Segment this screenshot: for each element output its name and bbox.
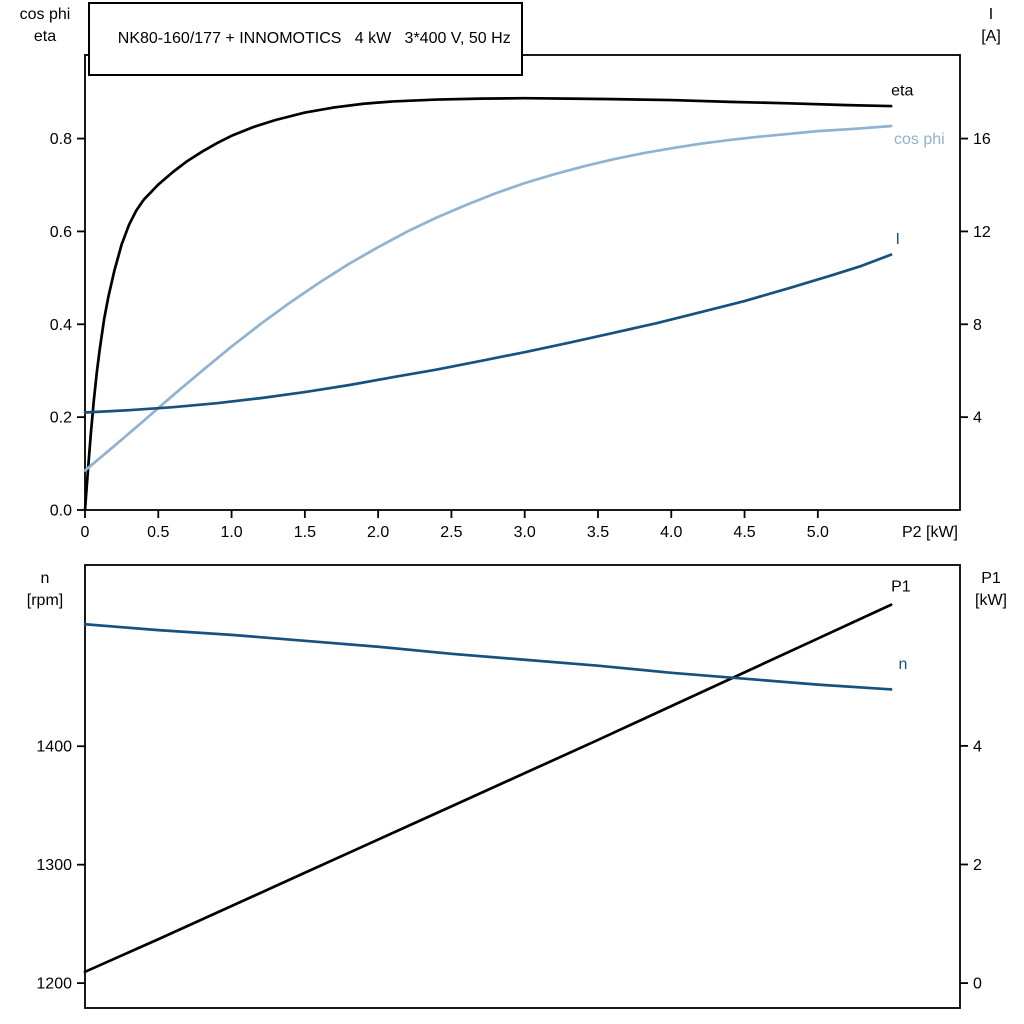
electrical-panel: 0 0.5 1.0 1.5 2.0 2.5 3.0 3.5 4.0 4.5 5.0 P2 [kW] 0.…: [50, 54, 991, 541]
speed-curve: [83, 622, 893, 691]
axis-title-input-power-unit: [kW]: [975, 592, 1007, 609]
current-curve-label: I: [896, 231, 900, 248]
y-left-tick-label: 0.0: [50, 503, 72, 520]
x-tick-label: 3.5: [587, 524, 609, 541]
top-panel-right-axis-title: I [A]: [962, 4, 1020, 48]
y-left-tick-label: 1300: [36, 857, 72, 874]
axis-title-current-unit: [A]: [981, 28, 1001, 45]
y-left-tick-label: 0.8: [50, 131, 72, 148]
y-left-tick-label: 0.4: [50, 317, 72, 334]
eta-curve-label: eta: [891, 82, 913, 99]
x-tick-label: 5.0: [807, 524, 829, 541]
speed-curve-label: n: [898, 656, 907, 673]
axis-title-speed: n: [40, 570, 50, 587]
chart-title-box: NK80-160/177 + INNOMOTICS 4 kW 3*400 V, …: [88, 2, 523, 76]
x-tick-label: 1.5: [294, 524, 316, 541]
bottom-panel-left-axis-title: n [rpm]: [2, 568, 88, 612]
y-right-tick-label: 4: [973, 410, 982, 427]
axis-title-eta: eta: [33, 28, 57, 45]
x-tick-label: 2.0: [367, 524, 389, 541]
cos-phi-curve: [83, 124, 893, 472]
axis-title-current: I: [988, 6, 994, 23]
y-left-tick-label: 0.2: [50, 410, 72, 427]
x-tick-label: 4.0: [660, 524, 682, 541]
current-curve: [83, 253, 893, 414]
x-tick-label: 0.5: [147, 524, 169, 541]
eta-curve: [83, 96, 893, 512]
x-tick-label: 2.5: [440, 524, 462, 541]
y-right-tick-label: 4: [973, 738, 982, 755]
axis-title-input-power: P1: [981, 570, 1001, 587]
mechanical-panel: 1200 1300 1400 0 2 4 P1 n: [36, 564, 982, 1009]
chart-title: NK80-160/177 + INNOMOTICS 4 kW 3*400 V, …: [117, 30, 511, 47]
bottom-panel-right-axis-title: P1 [kW]: [962, 568, 1020, 612]
x-tick-label: 3.0: [514, 524, 536, 541]
plot-frame: [84, 564, 961, 1009]
x-tick-label: 4.5: [733, 524, 755, 541]
cos-phi-curve-label: cos phi: [894, 131, 945, 148]
y-left-tick-label: 1200: [36, 976, 72, 993]
input-power-curve-label: P1: [891, 578, 911, 595]
y-left-tick-label: 1400: [36, 739, 72, 756]
y-right-tick-label: 12: [973, 224, 991, 241]
y-right-tick-label: 16: [973, 131, 991, 148]
y-left-tick-label: 0.6: [50, 224, 72, 241]
y-right-tick-label: 0: [973, 976, 982, 993]
x-axis-label: P2 [kW]: [902, 524, 958, 541]
y-right-tick-label: 8: [973, 317, 982, 334]
input-power-curve: [83, 603, 893, 974]
x-tick-label: 0: [81, 524, 90, 541]
top-panel-left-axis-title: cos phi eta: [2, 4, 88, 48]
axis-title-speed-unit: [rpm]: [26, 592, 64, 609]
plot-frame: [84, 54, 961, 511]
x-tick-label: 1.0: [220, 524, 242, 541]
y-right-tick-label: 2: [973, 857, 982, 874]
axis-title-cos-phi: cos phi: [19, 6, 71, 23]
